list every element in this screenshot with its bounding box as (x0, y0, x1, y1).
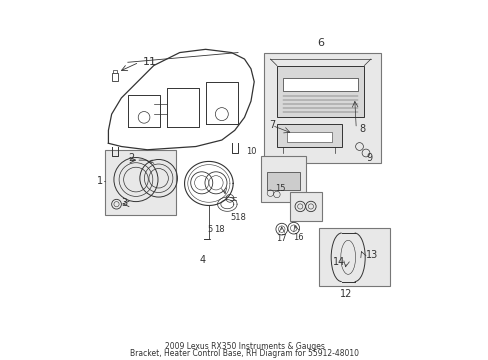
Text: 12: 12 (340, 289, 352, 299)
Bar (266, 172, 299, 190)
Text: 9: 9 (365, 153, 371, 163)
Bar (264, 53, 380, 163)
Text: 15: 15 (275, 184, 285, 193)
Bar (113, 70, 116, 73)
Text: 5: 5 (207, 225, 212, 234)
Text: 17: 17 (276, 234, 286, 243)
Bar (260, 156, 305, 202)
Text: 11: 11 (142, 57, 156, 67)
Text: 4: 4 (199, 255, 205, 265)
Text: 14: 14 (332, 257, 344, 266)
Text: 7: 7 (268, 121, 274, 130)
Text: 18: 18 (213, 225, 224, 234)
Bar (276, 124, 341, 147)
Bar (318, 228, 389, 286)
Text: 2009 Lexus RX350 Instruments & Gauges: 2009 Lexus RX350 Instruments & Gauges (164, 342, 324, 351)
Text: 2: 2 (127, 153, 134, 163)
Text: 518: 518 (229, 213, 245, 222)
Text: 16: 16 (292, 233, 303, 242)
Bar (283, 78, 357, 91)
Bar (286, 132, 331, 142)
Text: 8: 8 (359, 124, 365, 134)
Bar (105, 150, 176, 215)
Text: 3: 3 (121, 198, 127, 208)
Text: 13: 13 (365, 250, 378, 260)
Bar (276, 66, 364, 117)
Text: Bracket, Heater Control Base, RH Diagram for 55912-48010: Bracket, Heater Control Base, RH Diagram… (130, 349, 358, 358)
Text: 10: 10 (245, 147, 256, 156)
Text: 1: 1 (97, 176, 103, 185)
Bar (289, 192, 322, 221)
Bar (111, 73, 118, 81)
Text: 6: 6 (317, 38, 324, 48)
